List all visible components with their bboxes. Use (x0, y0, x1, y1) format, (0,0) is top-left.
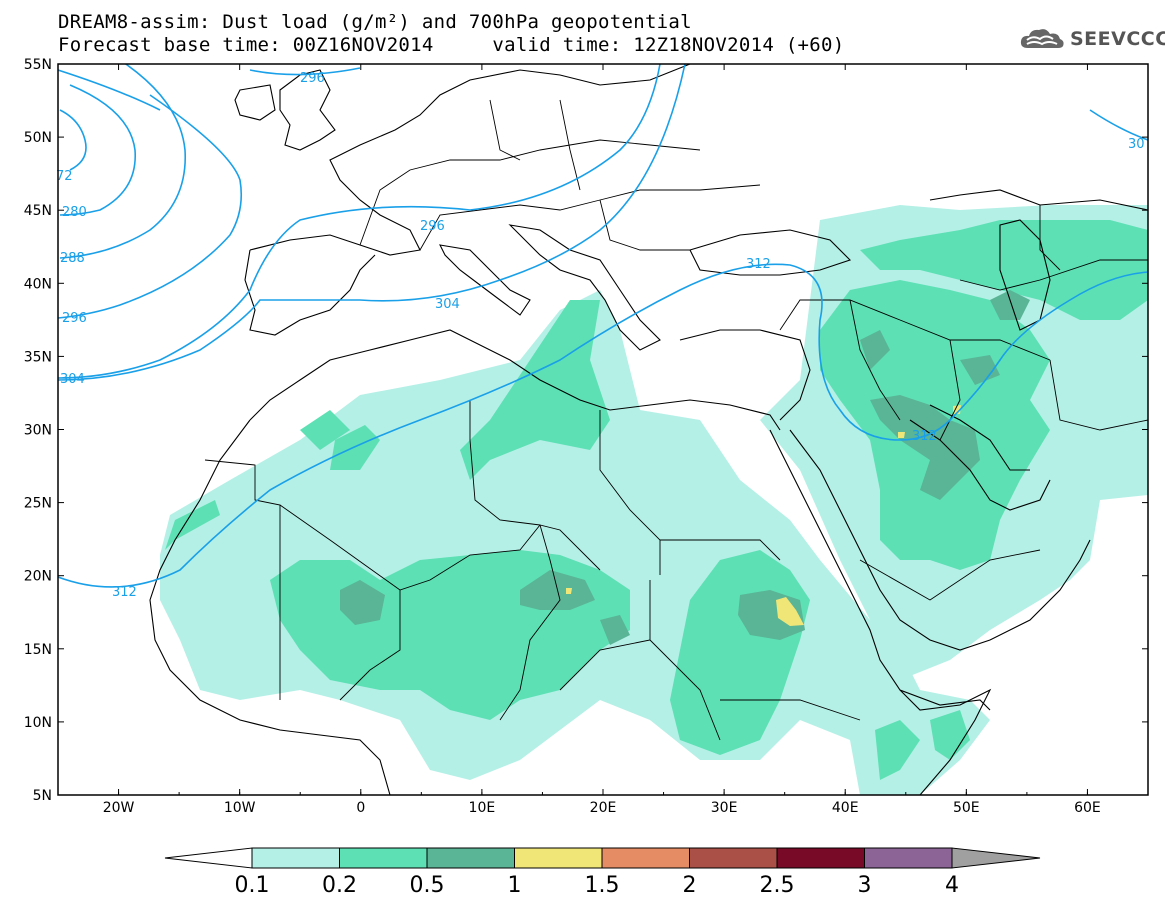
colorbar-level-label: 1.5 (585, 873, 620, 898)
lon-tick-label: 20E (590, 800, 617, 816)
chart-title: DREAM8-assim: Dust load (g/m²) and 700hP… (58, 11, 692, 33)
colorbar-level-label: 2.5 (760, 873, 795, 898)
lat-tick-label: 35N (24, 349, 52, 365)
seevccc-logo: SEEVCCC (1018, 26, 1165, 52)
colorbar-level-label: 4 (945, 873, 959, 898)
lon-tick-label: 10E (469, 800, 496, 816)
lat-tick-label: 20N (24, 569, 52, 585)
contour-label: 296 (420, 219, 445, 234)
lat-tick-label: 25N (24, 496, 52, 512)
colorbar-level-label: 0.1 (235, 873, 270, 898)
contour-label: 312 (112, 585, 137, 600)
colorbar-swatch (251, 847, 340, 869)
lon-axis: 20W 10W 0 10E 20E 30E 40E 50E 60E (57, 64, 1149, 816)
geopotential-contours (58, 64, 1148, 588)
colorbar-swatch (514, 847, 603, 869)
contour-label: 280 (62, 205, 87, 220)
lat-tick-label: 5N (33, 788, 52, 804)
lon-tick-label: 60E (1074, 800, 1101, 816)
contour-label: 304 (435, 297, 460, 312)
colorbar-swatch (601, 847, 690, 869)
lat-tick-label: 40N (24, 276, 52, 292)
lat-tick-label: 50N (24, 130, 52, 146)
lon-tick-label: 0 (356, 800, 365, 816)
chart-subtitle: Forecast base time: 00Z16NOV2014 valid t… (58, 34, 845, 56)
lon-tick-label: 20W (103, 800, 135, 816)
colorbar-swatch (339, 847, 428, 869)
lon-tick-label: 40E (832, 800, 859, 816)
lat-tick-label: 45N (24, 203, 52, 219)
colorbar-level-label: 0.5 (410, 873, 445, 898)
lon-tick-label: 50E (953, 800, 980, 816)
contour-label: 312 (912, 429, 937, 444)
contour-labels: 296 72 280 288 296 304 296 304 312 312 3… (56, 71, 1145, 600)
lat-axis: 55N 50N 45N 40N 35N 30N 25N 20N 15N 10N 5N (24, 57, 1148, 804)
contour-label: 296 (300, 71, 325, 86)
colorbar: 0.1 0.2 0.5 1 1.5 2 2.5 3 4 (164, 847, 1041, 898)
colorbar-swatch (426, 847, 515, 869)
country-borders (204, 99, 1148, 741)
contour-label: 312 (746, 257, 771, 272)
colorbar-over-arrow (951, 847, 1041, 869)
lat-tick-label: 10N (24, 715, 52, 731)
colorbar-swatch (776, 847, 865, 869)
colorbar-level-label: 1 (508, 873, 522, 898)
lat-tick-label: 15N (24, 642, 52, 658)
logo-text: SEEVCCC (1070, 28, 1165, 50)
contour-label: 288 (60, 251, 85, 266)
lon-tick-label: 10W (224, 800, 256, 816)
contour-label: 30 (1128, 137, 1145, 152)
colorbar-level-label: 3 (858, 873, 872, 898)
contour-label: 72 (56, 169, 73, 184)
map-area (58, 64, 1148, 795)
colorbar-level-label: 0.2 (322, 873, 357, 898)
coastlines (149, 64, 1148, 795)
lon-tick-label: 30E (711, 800, 738, 816)
contour-label: 304 (60, 372, 85, 387)
cloud-icon (1020, 29, 1064, 48)
contour-label: 296 (62, 311, 87, 326)
lat-tick-label: 55N (24, 57, 52, 73)
lat-tick-label: 30N (24, 423, 52, 439)
colorbar-swatch (864, 847, 953, 869)
colorbar-level-label: 2 (683, 873, 697, 898)
colorbar-under-arrow (164, 847, 253, 869)
colorbar-swatch (689, 847, 778, 869)
